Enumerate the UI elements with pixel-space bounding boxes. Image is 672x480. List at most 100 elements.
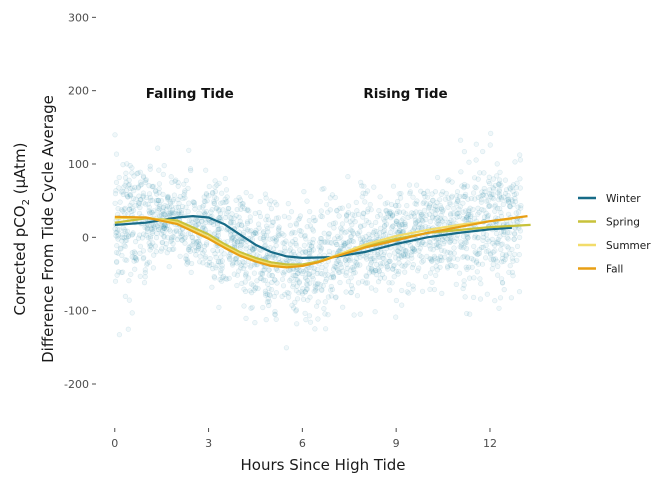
scatter-point bbox=[215, 258, 221, 265]
scatter-point bbox=[402, 224, 408, 230]
scatter-point bbox=[460, 233, 467, 239]
scatter-point bbox=[251, 270, 257, 276]
scatter-point bbox=[261, 234, 267, 241]
scatter-point bbox=[193, 252, 199, 258]
scatter-point bbox=[179, 233, 185, 239]
scatter-point bbox=[133, 196, 139, 202]
scatter-point bbox=[452, 239, 458, 245]
scatter-point bbox=[329, 192, 336, 198]
scatter-point bbox=[114, 259, 120, 265]
scatter-point bbox=[169, 179, 175, 185]
scatter-point bbox=[361, 222, 367, 228]
scatter-point bbox=[426, 204, 432, 210]
scatter-point bbox=[368, 267, 375, 273]
scatter-point bbox=[384, 200, 390, 206]
scatter-point bbox=[378, 225, 384, 231]
scatter-point bbox=[196, 238, 202, 244]
scatter-point bbox=[183, 177, 189, 184]
scatter-point bbox=[333, 295, 339, 301]
scatter-point bbox=[429, 279, 435, 286]
scatter-point bbox=[206, 193, 212, 199]
scatter-point bbox=[488, 256, 494, 263]
scatter-point bbox=[142, 267, 148, 273]
scatter-point bbox=[251, 247, 257, 253]
scatter-point bbox=[427, 201, 433, 207]
scatter-point bbox=[389, 225, 395, 231]
scatter-point bbox=[414, 219, 420, 225]
scatter-point bbox=[501, 258, 507, 264]
scatter-point bbox=[338, 225, 344, 231]
scatter-point bbox=[453, 281, 459, 288]
scatter-point bbox=[308, 248, 315, 254]
scatter-point bbox=[384, 264, 390, 270]
scatter-point bbox=[384, 210, 391, 216]
scatter-point bbox=[361, 211, 367, 217]
scatter-point bbox=[295, 217, 301, 223]
scatter-point bbox=[479, 244, 485, 251]
scatter-point bbox=[121, 206, 127, 212]
scatter-point bbox=[348, 283, 355, 289]
scatter-point bbox=[154, 223, 160, 229]
scatter-point bbox=[386, 209, 393, 215]
scatter-point bbox=[432, 189, 439, 195]
scatter-point bbox=[417, 253, 423, 259]
scatter-point bbox=[410, 194, 416, 200]
scatter-point bbox=[234, 239, 240, 245]
scatter-point bbox=[236, 221, 242, 228]
scatter-point bbox=[321, 186, 327, 192]
scatter-point bbox=[428, 256, 434, 262]
scatter-point bbox=[242, 279, 248, 285]
scatter-point bbox=[434, 215, 441, 221]
scatter-point bbox=[140, 248, 146, 254]
scatter-point bbox=[352, 212, 358, 218]
scatter-point bbox=[516, 234, 523, 240]
scatter-point bbox=[393, 202, 399, 208]
scatter-point bbox=[238, 222, 245, 228]
scatter-point bbox=[122, 243, 128, 249]
scatter-point bbox=[334, 241, 340, 248]
scatter-point bbox=[343, 217, 350, 223]
scatter-point bbox=[406, 281, 412, 287]
scatter-point bbox=[329, 240, 335, 246]
scatter-point bbox=[137, 232, 143, 238]
scatter-point bbox=[157, 202, 163, 208]
scatter-point bbox=[143, 179, 149, 186]
scatter-point bbox=[518, 203, 524, 209]
scatter-point bbox=[170, 198, 176, 204]
scatter-point bbox=[403, 262, 409, 268]
scatter-point bbox=[461, 185, 467, 191]
scatter-point bbox=[147, 243, 153, 249]
scatter-point bbox=[435, 174, 441, 181]
scatter-point bbox=[236, 268, 242, 274]
scatter-point bbox=[439, 247, 445, 253]
scatter-point bbox=[295, 296, 301, 302]
scatter-point bbox=[252, 230, 258, 236]
scatter-point bbox=[408, 213, 414, 219]
scatter-point bbox=[297, 227, 303, 234]
scatter-point bbox=[273, 243, 279, 249]
scatter-point bbox=[455, 256, 461, 262]
scatter-point bbox=[160, 208, 166, 214]
scatter-point bbox=[243, 288, 249, 295]
scatter-point bbox=[489, 266, 495, 272]
scatter-point bbox=[515, 204, 521, 210]
scatter-point bbox=[185, 209, 191, 215]
scatter-point bbox=[419, 254, 425, 260]
scatter-point bbox=[307, 294, 313, 300]
scatter-point bbox=[490, 256, 496, 262]
scatter-point bbox=[302, 248, 308, 254]
scatter-point bbox=[204, 262, 210, 268]
scatter-point bbox=[416, 221, 422, 227]
scatter-point bbox=[480, 231, 487, 237]
scatter-point bbox=[263, 233, 270, 239]
scatter-point bbox=[485, 248, 491, 254]
scatter-point bbox=[503, 187, 510, 193]
scatter-point bbox=[513, 191, 519, 197]
scatter-point bbox=[454, 211, 460, 217]
scatter-point bbox=[497, 194, 503, 200]
scatter-point bbox=[475, 211, 481, 217]
scatter-point bbox=[287, 241, 294, 247]
scatter-point bbox=[119, 234, 125, 240]
scatter-point bbox=[462, 217, 468, 223]
scatter-point bbox=[324, 239, 331, 245]
